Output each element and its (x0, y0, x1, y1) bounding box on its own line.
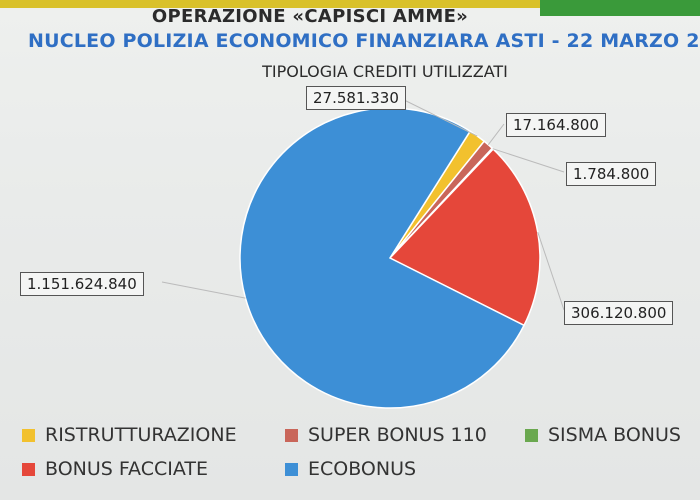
leader-line (537, 231, 565, 311)
legend-label: ECOBONUS (308, 458, 417, 480)
top-color-band (0, 0, 700, 8)
data-label-ecobonus: 1.151.624.840 (20, 272, 144, 296)
legend-label: RISTRUTTURAZIONE (45, 424, 237, 446)
legend-swatch (285, 428, 298, 442)
leader-line (487, 123, 505, 146)
legend-label: SISMA BONUS (548, 424, 681, 446)
legend-item-sisma-bonus: SISMA BONUS (525, 424, 681, 446)
legend-swatch (285, 462, 298, 476)
data-label-bonus-facciate: 306.120.800 (564, 301, 674, 325)
legend-label: BONUS FACCIATE (45, 458, 208, 480)
legend-item-bonus-facciate: BONUS FACCIATE (22, 458, 208, 480)
operation-title: OPERAZIONE «CAPISCI AMME» (151, 6, 469, 27)
legend-swatch (22, 428, 35, 442)
chart-title: TIPOLOGIA CREDITI UTILIZZATI (262, 62, 508, 81)
legend-item-ristrutturazione: RISTRUTTURAZIONE (22, 424, 237, 446)
leader-line (492, 148, 565, 173)
legend-label: SUPER BONUS 110 (308, 424, 487, 446)
legend-item-ecobonus: ECOBONUS (285, 458, 416, 480)
data-label-sisma-bonus: 1.784.800 (566, 162, 657, 186)
top-green-band (540, 0, 700, 16)
leader-line (395, 95, 478, 137)
pie-slice-bonus-facciate (388, 148, 541, 327)
leader-line (161, 281, 246, 299)
data-label-super-bonus: 17.164.800 (506, 113, 606, 137)
data-label-ristrutturazione: 27.581.330 (306, 86, 406, 110)
unit-subtitle: NUCLEO POLIZIA ECONOMICO FINANZIARA ASTI… (28, 30, 700, 52)
legend-swatch (525, 428, 538, 442)
legend-swatch (22, 462, 35, 476)
legend-item-super-bonus: SUPER BONUS 110 (285, 424, 487, 446)
